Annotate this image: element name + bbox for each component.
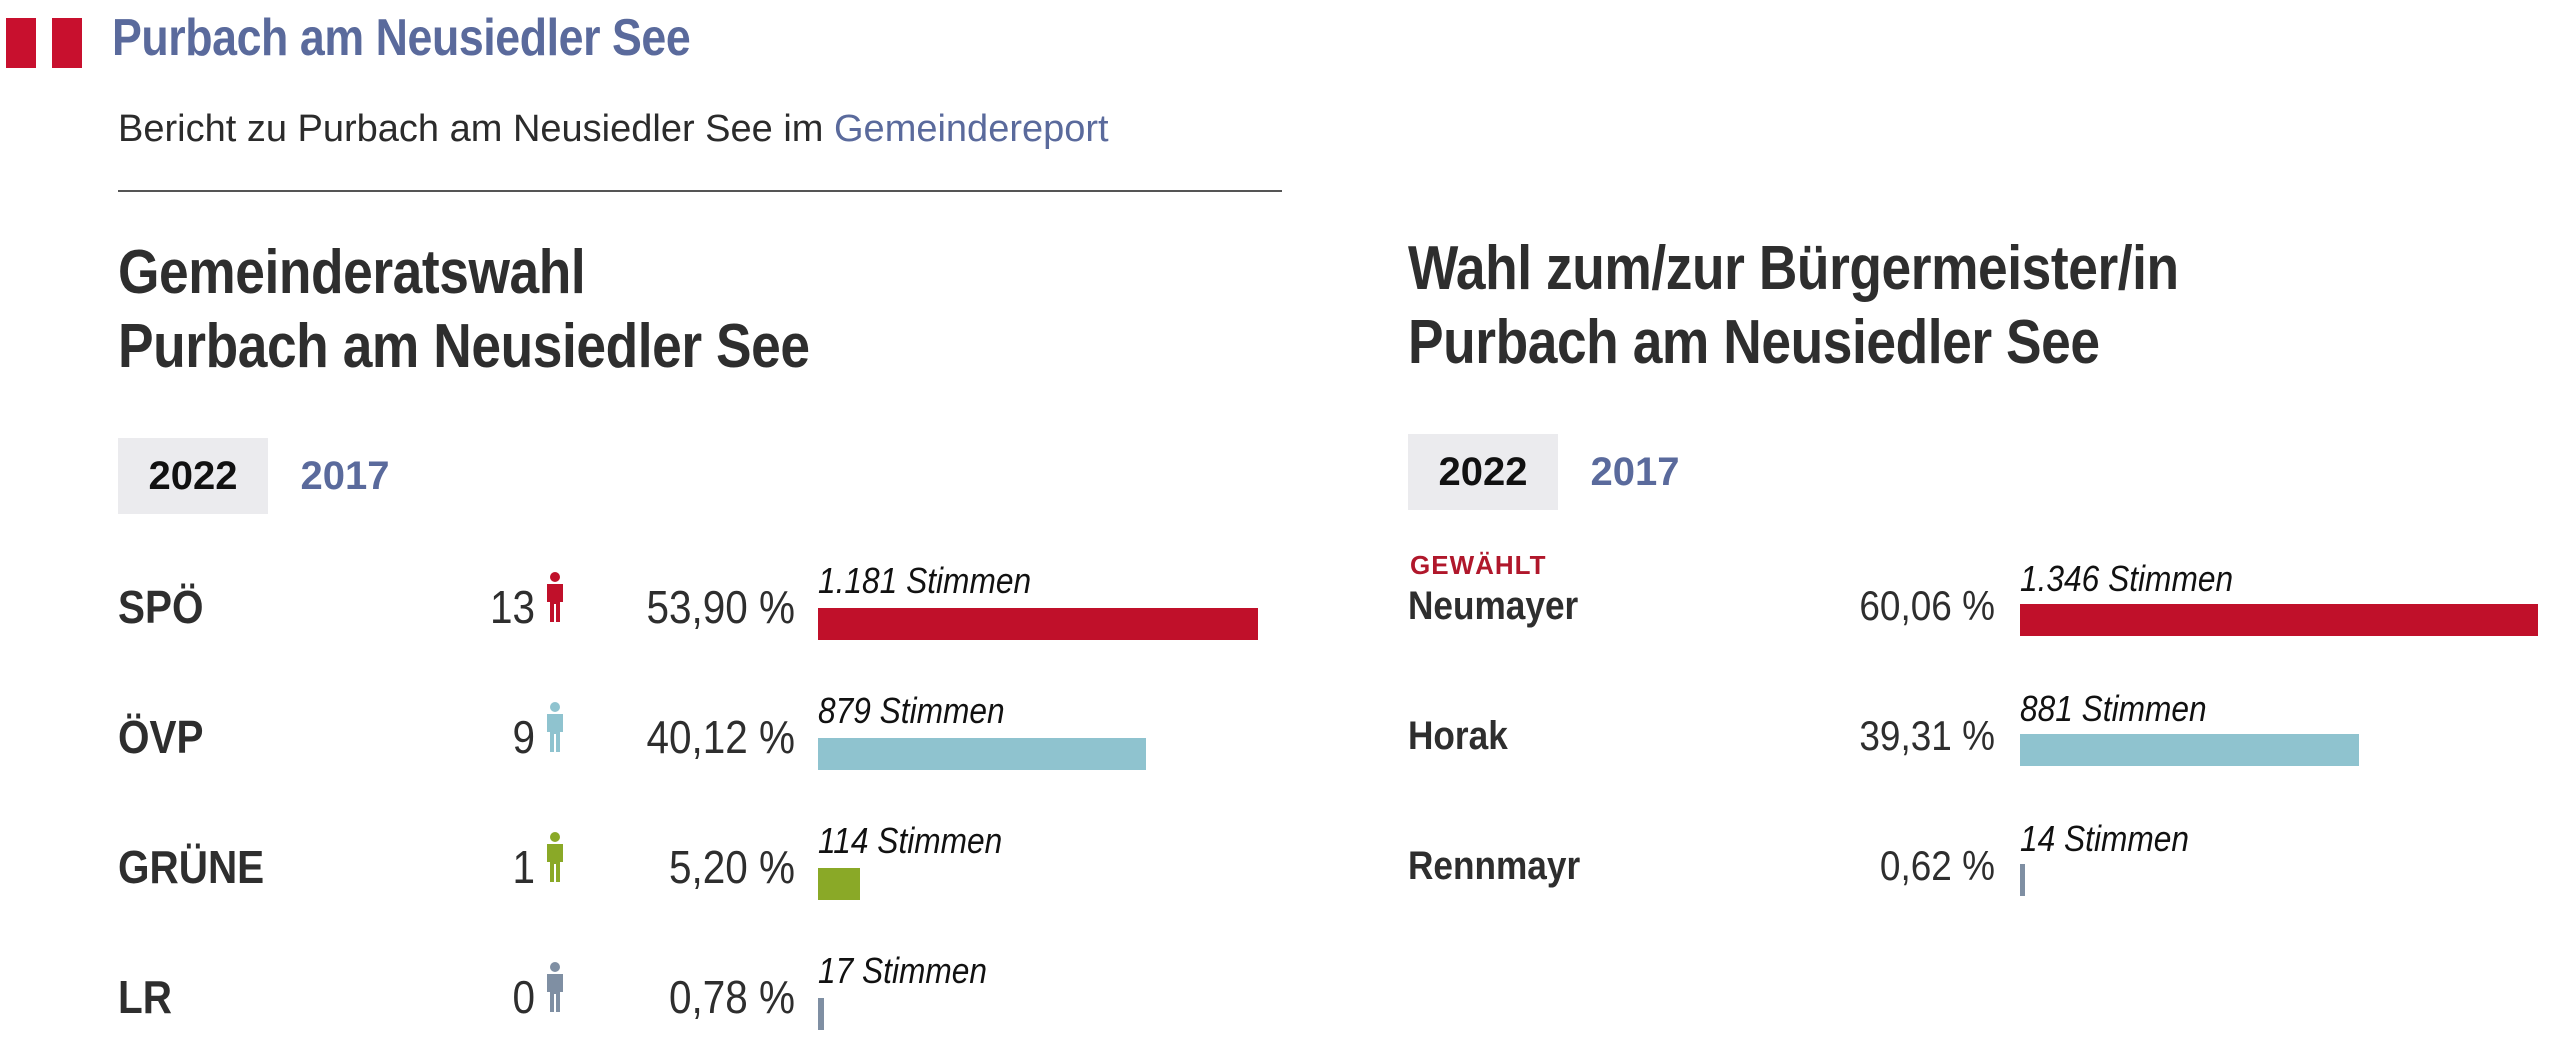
vote-bar [818, 738, 1146, 770]
vote-count: 1.181 Stimmen [818, 560, 1032, 601]
seat-count: 9 [512, 711, 535, 763]
person-icon [545, 962, 565, 1017]
vote-bar [818, 998, 825, 1030]
vote-count: 14 Stimmen [2020, 818, 2190, 859]
flag-icon [6, 18, 84, 68]
vote-count: 879 Stimmen [818, 690, 1005, 731]
elected-badge: GEWÄHLT [1410, 550, 1547, 580]
seat-count: 0 [512, 971, 535, 1023]
mayor-heading-line2: Purbach am Neusiedler See [1408, 308, 2100, 377]
seat-count: 13 [489, 581, 535, 633]
person-icon [545, 702, 565, 757]
vote-percent: 0,78 % [668, 971, 795, 1023]
council-heading-line2: Purbach am Neusiedler See [118, 312, 810, 381]
person-icon [545, 832, 565, 887]
council-heading: Gemeinderatswahl Purbach am Neusiedler S… [118, 236, 810, 384]
vote-count: 17 Stimmen [818, 950, 988, 991]
vote-count: 114 Stimmen [818, 820, 1003, 861]
divider [118, 190, 1282, 192]
vote-bar [2020, 734, 2360, 766]
vote-bar [2020, 604, 2538, 636]
vote-percent: 60,06 % [1859, 582, 1995, 629]
vote-percent: 39,31 % [1859, 712, 1995, 759]
vote-count: 881 Stimmen [2020, 688, 2207, 729]
vote-bar [818, 868, 861, 900]
person-icon [545, 572, 565, 627]
mayor-tab-2017[interactable]: 2017 [1590, 450, 1680, 494]
candidate-name: Rennmayr [1408, 844, 1581, 888]
flag-stripe-right [52, 18, 82, 68]
report-line: Bericht zu Purbach am Neusiedler See im … [118, 108, 1109, 151]
council-heading-line1: Gemeinderatswahl [118, 238, 586, 307]
seat-count: 1 [512, 841, 535, 893]
vote-bar [818, 608, 1258, 640]
party-name: GRÜNE [118, 841, 265, 893]
vote-count: 1.346 Stimmen [2020, 558, 2234, 599]
party-name: SPÖ [118, 581, 204, 633]
report-prefix: Bericht zu Purbach am Neusiedler See im [118, 108, 824, 150]
council-tab-2022[interactable]: 2022 [118, 438, 268, 514]
vote-percent: 53,90 % [646, 581, 795, 633]
vote-percent: 40,12 % [646, 711, 795, 763]
vote-bar [2020, 864, 2026, 896]
gemeindereport-link[interactable]: Gemeindereport [834, 108, 1109, 150]
flag-stripe-left [6, 18, 36, 68]
party-name: ÖVP [118, 711, 204, 763]
vote-percent: 5,20 % [668, 841, 795, 893]
candidate-name: Neumayer [1408, 584, 1579, 628]
vote-percent: 0,62 % [1879, 842, 1995, 889]
candidate-name: Horak [1408, 714, 1508, 758]
council-tab-2017[interactable]: 2017 [300, 454, 390, 498]
mayor-heading: Wahl zum/zur Bürgermeister/in Purbach am… [1408, 232, 2179, 380]
party-name: LR [118, 971, 172, 1023]
mayor-heading-line1: Wahl zum/zur Bürgermeister/in [1408, 234, 2179, 303]
page-title: Purbach am Neusiedler See [112, 9, 691, 67]
mayor-tab-2022[interactable]: 2022 [1408, 434, 1558, 510]
